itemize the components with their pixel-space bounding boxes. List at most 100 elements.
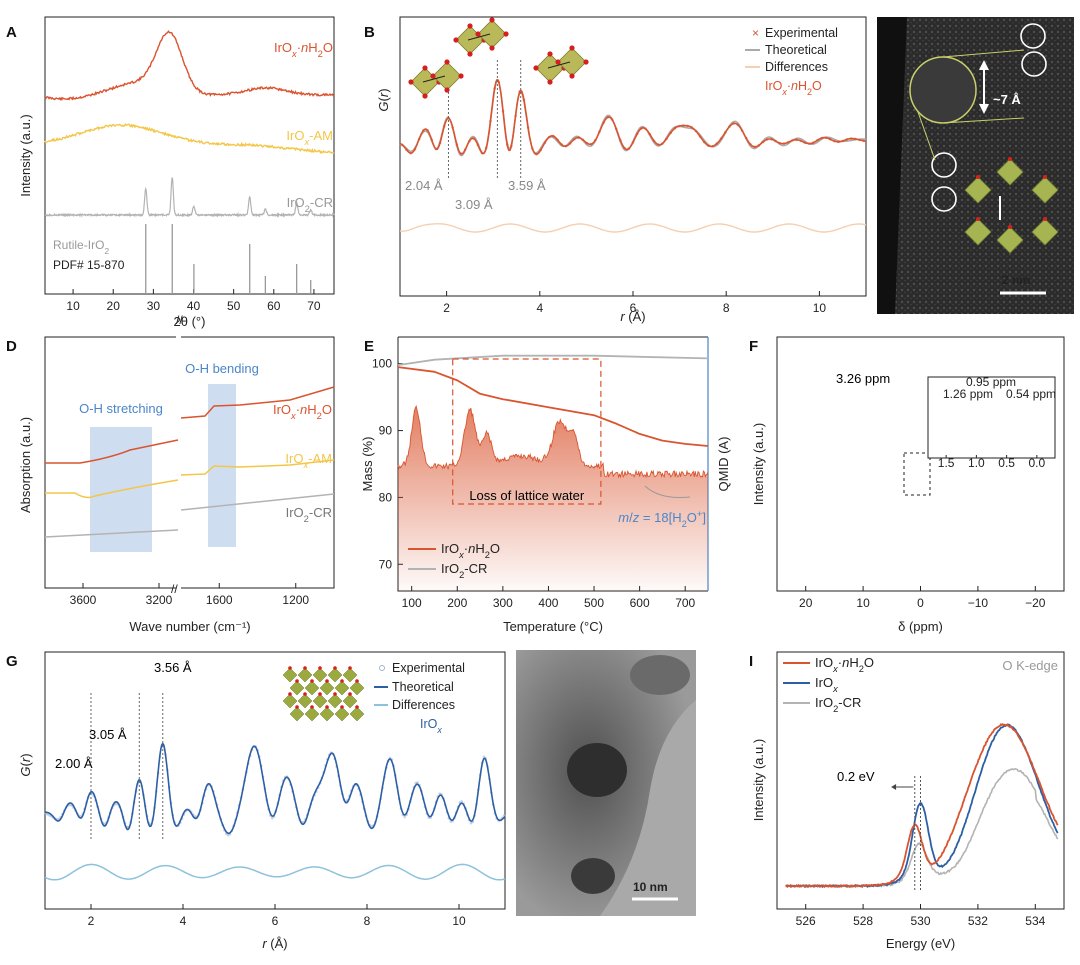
pdf-b-experimental-point (606, 115, 610, 119)
pdf-b-experimental-point (656, 143, 660, 146)
tga-water-loss-box (452, 358, 602, 505)
oxygen-atom (422, 93, 428, 99)
panel-i: I 526 528 530 532 534 Energy (eV) Intensity (a.… (749, 651, 1065, 951)
panel-b: B 2 4 6 8 10 r (Å) G(r) 2.04 Å 3.09 Å 3.59 Å × Exper… (364, 16, 867, 324)
nmr-inset-tick-label: 0.5 (998, 456, 1015, 470)
pdf-b-x-axis-label: r (Å) (620, 309, 645, 324)
pdf-b-experimental-point (572, 137, 576, 141)
pdf-b-experimental-point (417, 137, 421, 141)
nmr-x-tick-label: 20 (799, 596, 813, 610)
pdf-g-x-tick-label: 8 (364, 914, 371, 928)
octahedron (1031, 218, 1059, 246)
arrow-head (979, 60, 989, 70)
pdf-b-experimental-point (619, 139, 622, 142)
oxygen-atom (583, 59, 589, 65)
pdf-b-experimental-point (510, 144, 513, 148)
ir-x-tick-label: 1200 (282, 593, 309, 607)
panel-label-g: G (6, 653, 18, 670)
pdf-b-experimental-point (552, 134, 555, 138)
pdf-b-experimental-point (682, 124, 685, 127)
pdf-b-experimental-point (694, 129, 698, 133)
pdf-g-experimental-point (460, 800, 464, 803)
tga-series-irox-nh2o (397, 366, 709, 447)
octahedron (349, 706, 365, 722)
tga-mz-pointer (644, 485, 691, 498)
ir-series-irox-am-left (45, 479, 179, 499)
stem-dark-edge (877, 17, 907, 314)
pdf-b-experimental-point (728, 125, 731, 128)
ir-frame-right (181, 336, 335, 589)
pdf-b-experimental-point (853, 137, 857, 141)
pdf-g-x-tick-label: 6 (272, 914, 279, 928)
pdf-b-experimental-point (849, 137, 853, 140)
pdf-b-experimental-point (761, 140, 765, 144)
pdf-b-experimental-point (782, 142, 786, 145)
pdf-b-experimental-point (744, 136, 748, 140)
pdf-b-octahedra-corner (533, 45, 589, 85)
pdf-b-experimental-point (828, 137, 832, 141)
pdf-b-experimental-point (472, 137, 475, 140)
panel-label-e: E (364, 338, 374, 355)
oxygen-atom (325, 679, 329, 683)
ir-series-irox-am-right (180, 459, 335, 476)
pdf-b-experimental-point (770, 137, 773, 141)
tga-qmid-signal (397, 404, 709, 479)
pdf-b-experimental-point (858, 138, 861, 142)
xas-legend-irox: IrOx (815, 675, 838, 694)
oxygen-atom (489, 17, 495, 23)
pdf-b-experimental-point (635, 132, 639, 136)
stem-image (877, 17, 1074, 314)
oxygen-atom (288, 666, 292, 670)
oxygen-atom (1043, 175, 1047, 179)
oxygen-atom (503, 31, 509, 37)
pdf-b-experimental-point (493, 87, 496, 90)
pdf-b-experimental-point (648, 132, 652, 136)
pdf-b-experimental-point (845, 138, 849, 141)
pdf-b-experimental-point (463, 148, 467, 151)
pdf-b-experimental-point (774, 139, 777, 143)
pdf-b-legend-theoretical: Theoretical (765, 43, 827, 57)
pdf-b-experimental-point (484, 146, 488, 150)
octahedron (342, 693, 358, 709)
pdf-b-annotation: 2.04 Å (405, 178, 443, 193)
pdf-b-experimental-point (526, 126, 530, 129)
octahedron (304, 680, 320, 696)
tga-x-tick-label: 600 (630, 596, 650, 610)
xas-x-tick-label: 526 (796, 914, 816, 928)
panel-label-a: A (6, 24, 17, 41)
pdf-b-experimental-point (438, 141, 442, 145)
pdf-b-experimental-point (753, 145, 756, 149)
pdf-b-experimental-point (677, 124, 681, 128)
pdf-b-experimental-point (409, 151, 413, 155)
pdf-b-experimental-point (405, 148, 408, 152)
pdf-b-experimental-point (795, 138, 798, 142)
pdf-b-experimental-point (593, 139, 597, 142)
panel-label-i: I (749, 653, 753, 670)
oxygen-atom (547, 51, 553, 57)
oxygen-atom (303, 666, 307, 670)
pdf-b-experimental-point (476, 143, 480, 147)
tga-x-tick-label: 100 (402, 596, 422, 610)
xas-legend-iro2-cr: IrO2-CR (815, 695, 861, 714)
nmr-inset-tick-label: 1.0 (968, 456, 985, 470)
pdf-b-experimental-point (598, 130, 601, 134)
xrd-series-iro2-cr (44, 177, 335, 218)
octahedron (297, 693, 313, 709)
pdf-b-experimental-point (489, 119, 492, 123)
oxygen-atom (310, 705, 314, 709)
pdf-b-experimental-point (833, 139, 836, 143)
pdf-b-experimental-point (640, 127, 643, 130)
pdf-b-experimental-point (673, 126, 677, 130)
pdf-g-differences (44, 863, 506, 881)
stem-zoom-guide (942, 117, 1025, 124)
tem-particle (630, 655, 690, 695)
oxygen-atom (340, 679, 344, 683)
octahedron (319, 680, 335, 696)
xrd-reference-label: Rutile-IrO2 (53, 238, 109, 256)
pdf-b-experimental-point (786, 140, 790, 144)
ir-series-irox-nh2o-left (45, 439, 179, 464)
pdf-b-octahedra-edge (408, 59, 464, 99)
oxygen-atom (355, 679, 359, 683)
oxygen-atom (318, 692, 322, 696)
nmr-y-axis-label: Intensity (a.u.) (751, 423, 766, 505)
